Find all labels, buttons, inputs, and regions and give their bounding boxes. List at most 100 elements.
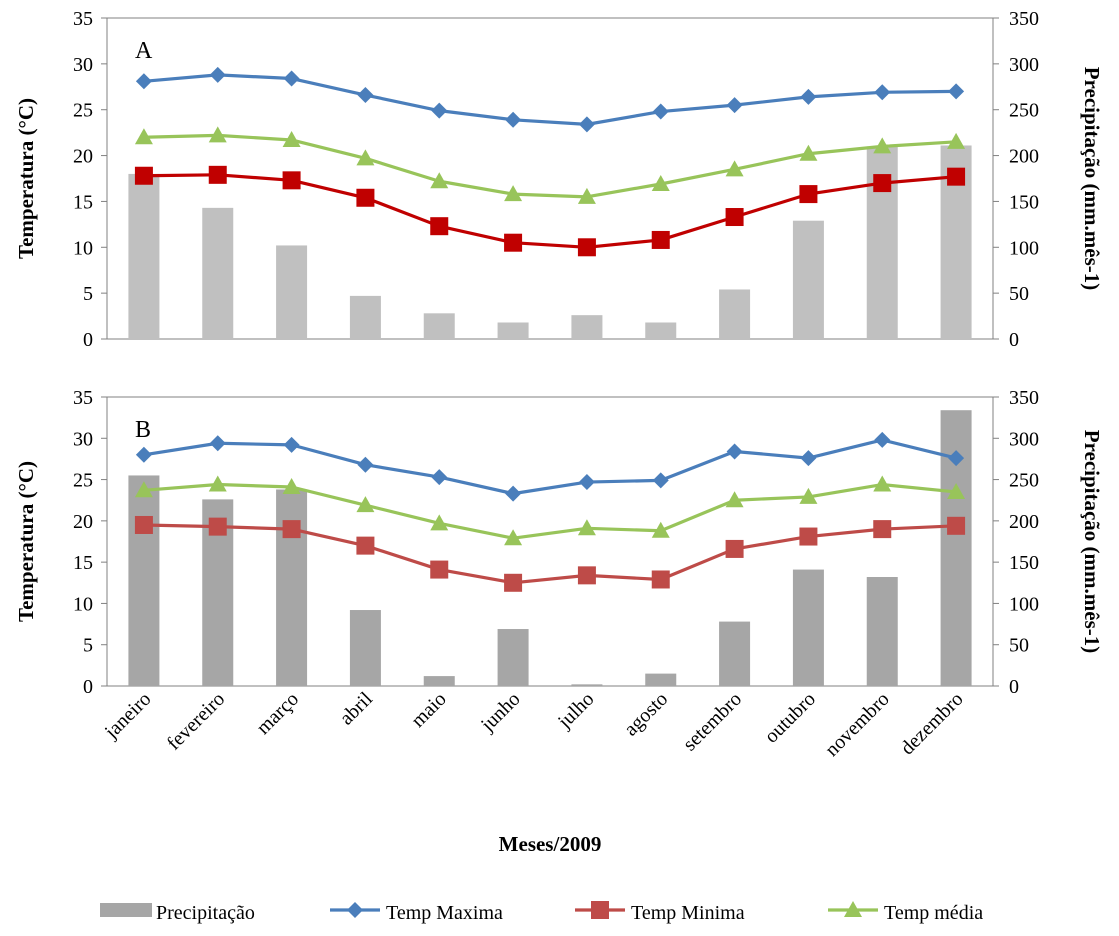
plot-area (106, 396, 994, 687)
temp-maxima-point (283, 436, 300, 453)
temp-media-point (577, 519, 596, 536)
y-right-tick-label: 250 (1009, 470, 1039, 492)
y-left-tick-label: 30 (73, 428, 93, 450)
temp-maxima-point (357, 456, 374, 473)
temp-media-point (873, 137, 892, 154)
panel-label: A (135, 38, 153, 64)
temp-minima-point (873, 174, 892, 193)
legend: Precipitação Temp Maxima Temp Minima Temp m… (100, 901, 983, 924)
temp-media-point (651, 175, 670, 192)
y-left-tick-label: 35 (73, 387, 93, 409)
legend-swatch-marker (591, 901, 609, 919)
temp-media-point (725, 160, 744, 177)
temp-maxima-point (135, 73, 152, 90)
legend-label: Temp média (884, 902, 983, 924)
temp-maxima-point (726, 443, 743, 460)
temp-minima-line (143, 523, 957, 585)
temp-maxima-point (431, 102, 448, 119)
precipitacao-bar (719, 289, 751, 339)
temp-minima-point (947, 516, 966, 535)
panel-label-box (115, 20, 177, 64)
precipitacao-bar (128, 173, 160, 339)
temp-minima-point (577, 566, 596, 585)
temp-minima-point (725, 539, 744, 558)
y-right-tick-label: 150 (1009, 552, 1039, 574)
temp-minima-point (282, 520, 301, 539)
temp-minima-point (430, 560, 449, 579)
y-left-tick-label: 0 (83, 676, 93, 698)
temp-maxima-point (800, 88, 817, 105)
x-axis-categories: janeiro fevereiro março abril maio junho julho… (100, 688, 968, 761)
panel-b: 05101520253035050100150200250300350BTemp… (14, 387, 1104, 698)
precipitacao-bar (719, 621, 751, 686)
temp-minima-point (356, 536, 375, 555)
y-left-tick-label: 10 (73, 237, 93, 259)
y-left-title: Temperatura (°C) (14, 461, 38, 622)
x-tick-label: janeiro (100, 688, 156, 744)
temp-maxima-point (209, 66, 226, 83)
temp-media-point (208, 475, 227, 492)
temp-maxima-point (505, 485, 522, 502)
temp-minima-point (208, 517, 227, 536)
y-right-tick-label: 100 (1009, 237, 1039, 259)
temp-media-point (430, 172, 449, 189)
y-left-tick-label: 35 (73, 8, 93, 30)
temp-maxima-point (431, 469, 448, 486)
y-left-tick-label: 10 (73, 593, 93, 615)
temp-maxima-point (135, 446, 152, 463)
temp-media-point (504, 529, 523, 546)
temp-media-point (577, 187, 596, 204)
precipitacao-bar (571, 684, 603, 686)
temp-media-point (725, 491, 744, 508)
y-right-tick-label: 150 (1009, 191, 1039, 213)
precipitacao-bar (645, 322, 677, 339)
y-right-tick-label: 50 (1009, 635, 1029, 657)
temp-maxima-line (143, 73, 957, 126)
temp-media-point (947, 132, 966, 149)
y-right-tick-label: 100 (1009, 593, 1039, 615)
y-left-tick-label: 15 (73, 552, 93, 574)
y-left-tick-label: 25 (73, 100, 93, 122)
y-right-tick-label: 300 (1009, 428, 1039, 450)
temp-media-point (799, 144, 818, 161)
temp-media-point (947, 482, 966, 499)
precipitacao-bar (792, 220, 824, 339)
y-right-tick-label: 250 (1009, 100, 1039, 122)
precipitacao-bar (423, 313, 455, 339)
precipitacao-bar (645, 673, 677, 686)
x-tick-label: setembro (679, 688, 746, 755)
temp-maxima-point (578, 116, 595, 133)
y-left-title: Temperatura (°C) (14, 98, 38, 259)
precipitacao-bar (349, 295, 381, 339)
y-right-tick-label: 0 (1009, 676, 1019, 698)
x-tick-label: agosto (620, 688, 672, 740)
temp-media-point (356, 496, 375, 513)
temp-media-point (282, 130, 301, 147)
temp-media-point (282, 478, 301, 495)
y-left-tick-label: 5 (83, 283, 93, 305)
temp-minima-point (947, 167, 966, 186)
temp-maxima-point (874, 431, 891, 448)
legend-label: Temp Maxima (386, 902, 503, 924)
temp-maxima-point (283, 70, 300, 87)
legend-swatch-marker (347, 902, 363, 918)
x-tick-label: junho (476, 688, 524, 736)
x-tick-label: maio (407, 688, 451, 732)
temp-minima-point (356, 188, 375, 207)
precipitacao-bar (202, 207, 234, 339)
precipitacao-bar (571, 315, 603, 339)
y-left-tick-label: 30 (73, 54, 93, 76)
y-right-tick-label: 200 (1009, 511, 1039, 533)
y-left-tick-label: 5 (83, 635, 93, 657)
temp-media-point (134, 481, 153, 498)
x-tick-label: abril (335, 688, 377, 730)
precipitacao-bar (276, 489, 308, 686)
temp-maxima-point (505, 111, 522, 128)
precipitacao-bar (497, 629, 529, 686)
precipitacao-bar (276, 245, 308, 339)
x-tick-label: dezembro (896, 688, 967, 759)
temp-minima-point (873, 520, 892, 539)
y-left-tick-label: 20 (73, 511, 93, 533)
